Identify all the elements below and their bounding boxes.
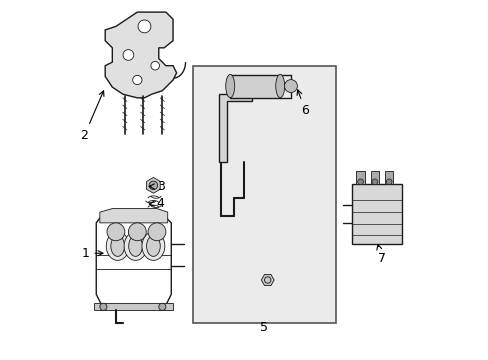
Bar xyxy=(370,171,378,184)
Ellipse shape xyxy=(225,75,234,98)
Polygon shape xyxy=(261,274,274,285)
Polygon shape xyxy=(100,208,167,223)
Circle shape xyxy=(149,181,157,190)
Circle shape xyxy=(159,303,165,310)
Circle shape xyxy=(151,62,159,70)
Circle shape xyxy=(138,20,151,33)
Bar xyxy=(384,171,393,184)
Text: 4: 4 xyxy=(149,197,164,210)
Bar xyxy=(230,75,280,98)
Polygon shape xyxy=(105,12,176,98)
Circle shape xyxy=(132,75,142,85)
Circle shape xyxy=(357,179,363,185)
Bar xyxy=(356,171,364,184)
Polygon shape xyxy=(219,94,251,162)
Polygon shape xyxy=(146,177,160,193)
Ellipse shape xyxy=(275,75,284,98)
Ellipse shape xyxy=(124,232,147,260)
Circle shape xyxy=(284,80,297,93)
Bar xyxy=(351,184,401,244)
Circle shape xyxy=(371,179,377,185)
Ellipse shape xyxy=(128,236,142,256)
Text: 1: 1 xyxy=(81,247,103,260)
Circle shape xyxy=(107,223,124,241)
Circle shape xyxy=(386,179,391,185)
Ellipse shape xyxy=(111,236,124,256)
Text: 7: 7 xyxy=(376,244,385,265)
Text: 5: 5 xyxy=(260,321,267,334)
Text: 6: 6 xyxy=(296,90,308,117)
Text: 2: 2 xyxy=(81,91,104,142)
Ellipse shape xyxy=(142,232,164,260)
Circle shape xyxy=(123,50,134,60)
Circle shape xyxy=(148,223,165,241)
Circle shape xyxy=(100,303,107,310)
Ellipse shape xyxy=(106,232,129,260)
Polygon shape xyxy=(94,303,173,310)
Ellipse shape xyxy=(146,236,160,256)
Bar xyxy=(192,66,335,323)
Circle shape xyxy=(128,223,146,241)
Text: 3: 3 xyxy=(149,180,164,193)
